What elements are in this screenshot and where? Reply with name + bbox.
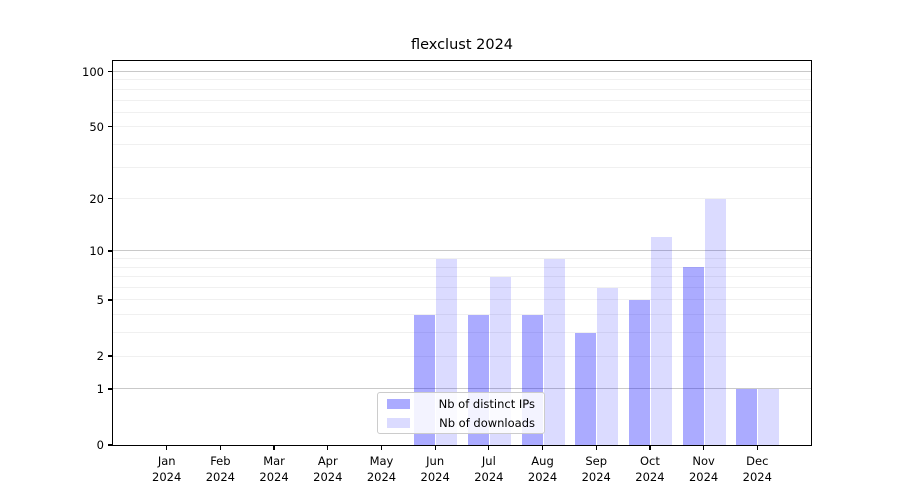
x-tickmark xyxy=(380,446,383,450)
minor-gridline xyxy=(113,314,811,316)
major-gridline xyxy=(113,250,811,252)
y-tickmark xyxy=(108,444,112,446)
x-tickmark xyxy=(488,446,490,450)
x-tickmark xyxy=(702,446,705,450)
minor-gridline xyxy=(113,276,811,278)
x-tickmark xyxy=(434,446,436,450)
y-tickmark xyxy=(108,70,112,73)
legend-swatch-distinct-ips-icon xyxy=(387,398,410,409)
x-tickmark xyxy=(219,446,222,450)
y-tick-label: 100 xyxy=(82,64,104,79)
y-tick-label: 1 xyxy=(96,381,104,396)
minor-gridline xyxy=(113,198,811,200)
x-tick-label: Mar 2024 xyxy=(259,454,289,484)
minor-gridline xyxy=(113,143,811,145)
bar-downloads xyxy=(758,388,780,445)
minor-gridline xyxy=(113,258,811,260)
minor-gridline xyxy=(113,266,811,268)
y-tickmark xyxy=(108,250,112,252)
bar-distinct-ips xyxy=(682,267,704,445)
x-tick-label: Jul 2024 xyxy=(474,454,504,484)
y-tickmark xyxy=(108,299,112,301)
y-tick-label: 5 xyxy=(96,292,104,307)
bar-downloads xyxy=(650,237,672,445)
x-tickmark xyxy=(273,446,275,450)
x-tick-label: Dec 2024 xyxy=(742,454,772,484)
bar-downloads xyxy=(704,198,726,445)
major-gridline xyxy=(113,71,811,72)
x-tick-label: Aug 2024 xyxy=(527,454,558,484)
x-tickmark xyxy=(166,446,168,450)
minor-gridline xyxy=(113,166,811,168)
legend: Nb of distinct IPs Nb of downloads xyxy=(377,392,545,434)
y-tick-label: 50 xyxy=(89,119,104,134)
x-tickmark xyxy=(541,446,544,450)
legend-label-distinct-ips: Nb of distinct IPs xyxy=(438,396,535,411)
x-tick-label: Nov 2024 xyxy=(688,454,719,484)
minor-gridline xyxy=(113,355,811,357)
legend-swatch-downloads-icon xyxy=(387,417,410,428)
chart-title: flexclust 2024 xyxy=(410,37,514,53)
x-tickmark xyxy=(595,446,597,450)
x-tick-label: Jun 2024 xyxy=(420,454,450,484)
x-tick-label: May 2024 xyxy=(366,454,397,484)
x-tick-label: Feb 2024 xyxy=(205,454,236,484)
legend-item-distinct-ips: Nb of distinct IPs xyxy=(387,397,535,411)
y-tickmark xyxy=(108,197,112,200)
bar-distinct-ips xyxy=(736,388,758,445)
x-tick-label: Oct 2024 xyxy=(635,454,665,484)
y-tick-label: 0 xyxy=(96,438,104,452)
bar-downloads xyxy=(543,258,565,445)
x-tick-label: Apr 2024 xyxy=(313,454,343,484)
y-tick-label: 20 xyxy=(89,191,104,206)
minor-gridline xyxy=(113,99,811,101)
x-tickmark xyxy=(327,446,329,450)
x-tickmark xyxy=(649,446,651,450)
x-tick-label: Jan 2024 xyxy=(152,454,182,484)
bar-distinct-ips xyxy=(628,300,650,445)
y-tickmark xyxy=(108,126,112,128)
minor-gridline xyxy=(113,88,811,90)
y-tick-label: 2 xyxy=(96,349,104,364)
major-gridline xyxy=(113,388,811,390)
plot-area xyxy=(113,61,811,445)
minor-gridline xyxy=(113,299,811,301)
minor-gridline xyxy=(113,111,811,113)
y-tick-label: 10 xyxy=(89,243,104,258)
x-tick-label: Sep 2024 xyxy=(581,454,611,484)
bar-downloads xyxy=(597,287,619,445)
minor-gridline xyxy=(113,126,811,128)
minor-gridline xyxy=(113,79,811,81)
x-tickmark xyxy=(756,446,758,450)
minor-gridline xyxy=(113,332,811,334)
bar-distinct-ips xyxy=(575,332,597,445)
minor-gridline xyxy=(113,287,811,289)
y-tickmark xyxy=(108,388,112,390)
legend-label-downloads: Nb of downloads xyxy=(439,415,535,430)
legend-item-downloads: Nb of downloads xyxy=(387,416,535,430)
y-tickmark xyxy=(108,355,112,357)
